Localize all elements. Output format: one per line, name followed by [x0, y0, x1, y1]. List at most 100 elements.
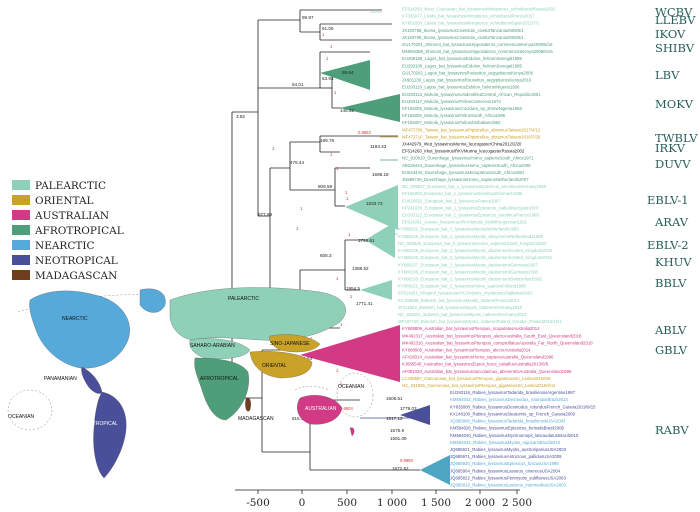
tip-label: JQ685930_Rabies_lyssavirusEptesicus_fusc…: [450, 461, 559, 466]
tip-label: EU293110_Lagos_bat_lyssavirusEidolon_hel…: [402, 85, 520, 90]
tip-label: NC_025251_Bokeloh_bat_lyssavirusMyotis_n…: [398, 312, 527, 317]
node-label: 99.97: [302, 15, 314, 20]
tip-label: EF614261_Khujand_lyssavirusKHUVMyotis_my…: [398, 291, 533, 296]
clade-label: TWBLV: [655, 131, 698, 145]
node-label: 1606.51: [386, 396, 403, 401]
tip-label: KP241939_European_bat_1_lyssavirusEptesi…: [402, 205, 540, 210]
map-label-sino: SINO-JAPANESE: [270, 341, 310, 347]
tip-label: JQ685971_Rabies_lyssavirusAntrozous_pall…: [450, 454, 562, 459]
node-label: 1: [322, 32, 325, 37]
tip-label: KY651050_Lleida_bat_lyssavirusMiniopteru…: [402, 21, 540, 26]
tip-label: MN056386_Shimoni_bat_lyssavirusHipposide…: [402, 49, 553, 54]
tip-label: KM594032_Rabies_lyssavirusMyotis_nigrica…: [450, 440, 561, 445]
legend-label: AFROTROPICAL: [34, 225, 124, 237]
oriental-region: [249, 351, 313, 379]
world-map: [7, 287, 374, 479]
region-legend: PALEARCTIC ORIENTAL AUSTRALIAN AFROTROPICAL…: [12, 180, 124, 282]
node-label: 1: [350, 294, 353, 299]
legend-swatch: [12, 225, 30, 235]
tip-label: KY688905_Australian_bat_lyssavirusPterop…: [402, 348, 531, 353]
axis-tick-label: 0: [299, 497, 306, 509]
axis-tick-label: 2 500: [502, 497, 532, 509]
node-label: 476.44: [290, 160, 304, 165]
node-label: 1: [346, 196, 349, 201]
tip-label: KF155003_European_bat_1_lyssavirusSeroti…: [402, 191, 523, 196]
clade-label: KHUV: [655, 255, 692, 269]
tip-label: KC169985_Bokeloh_bat_lyssavirusMyotis_na…: [398, 298, 520, 303]
tip-label: JQ685822_Rabies_lyssavirusPerimyotis_sub…: [450, 475, 566, 480]
tip-label: JX901139_Lagos_bat_lyssavirusRousettus_a…: [402, 78, 532, 83]
node-label: 1517.12: [386, 416, 403, 421]
tip-label: JN986749_Duvenhage_lyssavirusHomo_sapien…: [402, 177, 529, 182]
clade-label: SHIBV: [655, 41, 695, 55]
panamanian-region: [81, 366, 103, 394]
tip-label: KY688135_European_bat_2_lyssavirusMyotis…: [398, 255, 552, 260]
clade-label: RABV: [655, 423, 689, 437]
legend-swatch: [12, 240, 30, 250]
map-label-nearctic: NEARCTIC: [62, 316, 88, 322]
map-label-oriental: ORIENTAL: [262, 363, 287, 369]
map-label-palearctic: PALEARCTIC: [228, 296, 259, 302]
tip-label: KJ685548_Australian_bat_lyssavirusEquus_…: [402, 362, 549, 367]
clade-triangles: [300, 60, 450, 485]
node-label: 61.06: [322, 26, 334, 31]
legend-label: NEOTROPICAL: [35, 255, 118, 267]
map-label-oceanian_left: OCEANIAN: [8, 414, 35, 420]
legend-swatch: [12, 195, 30, 205]
clade-label: BBLV: [655, 276, 687, 290]
node-label: 1: [336, 368, 339, 373]
tip-label: EF614261_Aravan_lyssavirusARAVMyotis_bly…: [402, 220, 528, 225]
clade-label: DUVV: [655, 157, 691, 171]
tip-label: MF472710_Taiwan_bat_lyssavirusPipistrell…: [402, 134, 541, 139]
node-label: 1771.41: [356, 301, 373, 306]
tip-label: MK492317_Australian_bat_lyssavirusPterop…: [402, 333, 582, 338]
node-label: 1: [310, 336, 313, 341]
tip-label: JQ685904_Rabies_lyssavirusLasiurus_ciner…: [450, 468, 561, 473]
clade-label: IRKV: [655, 141, 686, 155]
tip-label: KY688146_European_bat_2_lyssavirusMyotis…: [398, 234, 544, 239]
map-label-oceanian_right: OCEANIAN: [338, 384, 365, 390]
tip-label: EU293108_Lagos_bat_lyssavirusEidolon_hel…: [402, 63, 523, 68]
legend-swatch: [12, 210, 30, 220]
node-label: 1: [330, 152, 333, 157]
saharo-arabian-region: [189, 338, 251, 359]
legend-swatch: [12, 270, 30, 280]
clade-label: IKOV: [655, 27, 686, 41]
axis-tick-label: 500: [337, 497, 357, 509]
tip-label: MF472709_Taiwan_bat_lyssavirusPipistrell…: [402, 127, 541, 132]
tip-label: NC_009528_European_bat_2_lyssavirusHomo_…: [398, 241, 547, 246]
tip-label: KY688138_European_bat_2_lyssavirusMyotis…: [398, 269, 538, 274]
madagascan-region: [245, 397, 251, 412]
australian-region: [297, 395, 343, 425]
tip-label: JQ685921_Rabies_lyssavirusMyotis_austror…: [450, 447, 567, 452]
neotropical-region: [93, 391, 127, 479]
node-label: 1698.18: [372, 172, 389, 177]
eblv1-triangle: [345, 185, 398, 230]
lbv-triangle: [320, 60, 370, 90]
tip-label: JF311903_Bokeloh_bat_lyssavirusMyotis_na…: [398, 305, 523, 310]
tip-label: KM594026_Rabies_lyssavirusEptesicus_furi…: [450, 426, 565, 431]
tip-label: KY688136_European_bat_2_lyssavirusMyotis…: [398, 248, 552, 253]
tip-label: KY835080_Rabies_lyssavirusDesmodus_rotun…: [450, 404, 596, 409]
tip-label: KY688806_Australian_bat_lyssavirusPterop…: [402, 326, 540, 331]
node-label: 1: [340, 322, 343, 327]
sino-japanese-region: [269, 334, 321, 353]
node-label: 1: [300, 206, 303, 211]
tip-label: KY688152_European_bat_2_lyssavirusMyotis…: [398, 227, 519, 232]
node-label: 1: [348, 232, 351, 237]
map-label-panamanian: PANAMANIAN: [44, 376, 77, 382]
legend-label: MADAGASCAN: [35, 270, 117, 282]
node-label: 99.64: [342, 70, 354, 75]
legend-label: NEARCTIC: [35, 240, 95, 252]
node-label: 1672.52: [392, 466, 409, 471]
node-label: 1388.52: [352, 266, 369, 271]
clade-label: ARAV: [654, 215, 689, 229]
map-label-madagascan: MADAGASCAN: [238, 416, 274, 422]
clade-label: LLEBV: [655, 13, 696, 27]
tip-label: KM594042_Rabies_lyssavirusDesmodus_rotun…: [450, 397, 568, 402]
tip-label: AB228444_Duvenhage_lyssavirusHomo_sapien…: [402, 163, 531, 168]
map-label-afrotropical: AFROTROPICAL: [200, 376, 239, 382]
clade-label: LBV: [655, 68, 680, 82]
node-label: 608.3: [320, 253, 332, 258]
node-label: 1: [334, 90, 337, 95]
